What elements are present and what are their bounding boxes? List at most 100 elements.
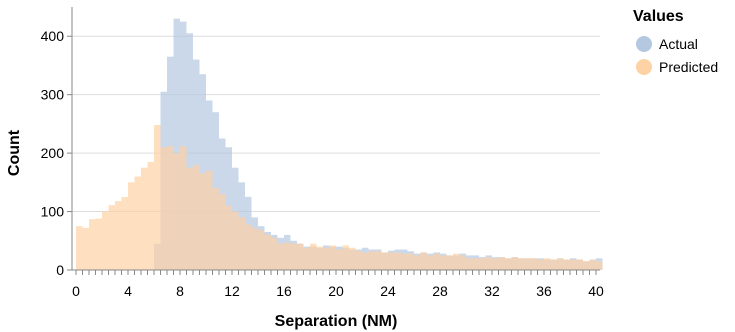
predicted-bar: [446, 255, 453, 270]
predicted-bar: [342, 245, 349, 270]
actual-bar: [199, 74, 206, 270]
y-tick-label: 100: [41, 204, 65, 220]
x-tick-label: 0: [72, 283, 80, 299]
predicted-bar: [76, 226, 83, 270]
predicted-bar: [219, 194, 226, 270]
x-tick-label: 8: [176, 283, 184, 299]
predicted-bar: [134, 176, 141, 270]
predicted-bar: [82, 227, 89, 270]
legend-title: Values: [633, 8, 684, 25]
y-tick-label: 300: [41, 87, 65, 103]
predicted-bar: [167, 146, 174, 270]
predicted-bar: [89, 219, 96, 270]
predicted-bar: [128, 182, 135, 270]
predicted-bar: [245, 224, 252, 270]
x-tick-label: 16: [276, 283, 292, 299]
x-axis-title: Separation (NM): [275, 313, 398, 330]
y-tick-label: 400: [41, 28, 65, 44]
predicted-bar: [414, 255, 421, 270]
x-tick-label: 36: [536, 283, 552, 299]
predicted-bar: [479, 258, 486, 270]
predicted-bar: [459, 255, 466, 270]
predicted-bar: [583, 261, 590, 270]
y-tick-label: 200: [41, 145, 65, 161]
predicted-bar: [238, 217, 245, 270]
predicted-bar: [180, 146, 187, 270]
predicted-bar: [336, 249, 343, 270]
legend-label-predicted: Predicted: [659, 59, 718, 75]
predicted-bar: [108, 205, 115, 270]
predicted-bar: [492, 258, 499, 270]
predicted-bar: [102, 211, 109, 270]
x-tick-label: 40: [588, 283, 604, 299]
actual-bar: [173, 18, 180, 270]
predicted-bar: [433, 253, 440, 270]
predicted-bar: [524, 258, 531, 270]
predicted-bar: [160, 147, 167, 270]
predicted-bar: [498, 257, 505, 270]
predicted-bar: [505, 258, 512, 270]
predicted-bar: [115, 201, 122, 270]
predicted-bar: [193, 164, 200, 270]
predicted-bar: [453, 253, 460, 270]
axes: 0 100 200 300 400 0 4 8 12 16 20 24 28 32 36 40: [41, 7, 604, 299]
y-axis-title: Count: [6, 129, 23, 176]
predicted-bar: [258, 230, 265, 270]
predicted-bar: [589, 259, 596, 270]
predicted-bar: [141, 167, 148, 270]
predicted-bar: [557, 258, 564, 270]
predicted-bar: [232, 211, 239, 270]
predicted-bar: [225, 205, 232, 270]
predicted-bar: [95, 218, 102, 270]
predicted-bar: [212, 188, 219, 270]
actual-bar: [186, 33, 193, 270]
x-tick-label: 12: [224, 283, 240, 299]
predicted-bar: [147, 161, 154, 270]
x-tick-label: 28: [432, 283, 448, 299]
predicted-bar: [563, 259, 570, 270]
predicted-bar: [329, 245, 336, 270]
predicted-bar: [518, 258, 525, 270]
predicted-bar: [485, 257, 492, 270]
predicted-bar: [427, 255, 434, 270]
predicted-bar: [323, 247, 330, 270]
predicted-bar: [440, 255, 447, 270]
y-tick-label: 0: [56, 262, 64, 278]
predicted-bar: [206, 170, 213, 270]
predicted-bar: [576, 259, 583, 270]
x-tick-label: 20: [328, 283, 344, 299]
actual-bar: [193, 59, 200, 270]
predicted-bar: [531, 258, 538, 270]
predicted-bar: [199, 173, 206, 270]
predicted-bar: [121, 196, 128, 270]
predicted-bar: [401, 253, 408, 270]
predicted-bar: [310, 243, 317, 270]
predicted-bar: [362, 252, 369, 270]
predicted-bar: [466, 258, 473, 270]
predicted-bar: [316, 246, 323, 270]
predicted-bar: [290, 243, 297, 270]
predicted-bar: [297, 243, 304, 270]
legend-label-actual: Actual: [659, 36, 698, 52]
predicted-bar: [394, 252, 401, 270]
x-tick-label: 32: [484, 283, 500, 299]
predicted-bar: [381, 252, 388, 270]
predicted-bar: [420, 252, 427, 270]
predicted-bar: [251, 227, 258, 270]
predicted-bar: [544, 258, 551, 270]
legend: Values Actual Predicted: [633, 8, 718, 75]
predicted-bar: [271, 237, 278, 270]
predicted-bar: [511, 257, 518, 270]
predicted-bar: [388, 252, 395, 270]
predicted-bar: [264, 234, 271, 270]
predicted-bar: [550, 259, 557, 270]
predicted-bar: [407, 253, 414, 270]
predicted-bar: [303, 247, 310, 270]
x-tick-label: 24: [380, 283, 396, 299]
predicted-bar: [173, 153, 180, 270]
predicted-bar: [570, 259, 577, 270]
x-tick-label: 4: [124, 283, 132, 299]
actual-bar: [180, 21, 187, 270]
legend-swatch-predicted: [636, 59, 652, 75]
